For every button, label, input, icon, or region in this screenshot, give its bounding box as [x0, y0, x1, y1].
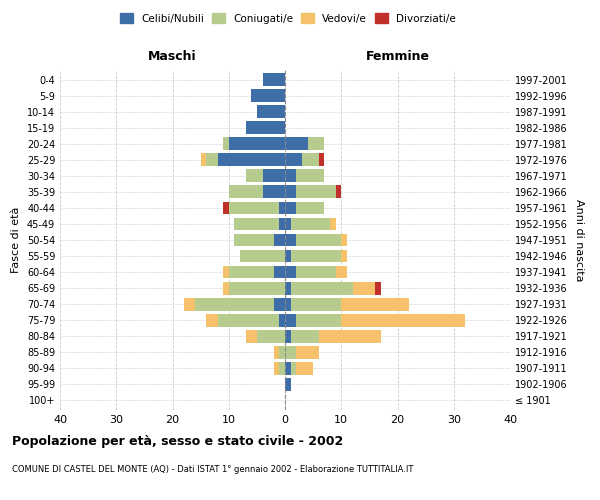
- Bar: [296, 170, 325, 182]
- Bar: [245, 330, 257, 342]
- Bar: [296, 346, 319, 358]
- Bar: [285, 330, 290, 342]
- Text: COMUNE DI CASTEL DEL MONTE (AQ) - Dati ISTAT 1° gennaio 2002 - Elaborazione TUTT: COMUNE DI CASTEL DEL MONTE (AQ) - Dati I…: [12, 465, 413, 474]
- Bar: [290, 218, 330, 230]
- Bar: [285, 170, 296, 182]
- Bar: [375, 282, 380, 294]
- Text: Maschi: Maschi: [148, 50, 197, 63]
- Bar: [229, 138, 285, 150]
- Bar: [245, 170, 263, 182]
- Bar: [223, 266, 229, 278]
- Bar: [285, 138, 308, 150]
- Bar: [285, 314, 296, 326]
- Bar: [285, 378, 290, 391]
- Bar: [296, 266, 335, 278]
- Bar: [296, 234, 341, 246]
- Bar: [319, 330, 380, 342]
- Bar: [251, 89, 285, 102]
- Bar: [200, 154, 206, 166]
- Bar: [235, 218, 280, 230]
- Bar: [223, 202, 229, 214]
- Bar: [285, 234, 296, 246]
- Bar: [263, 170, 285, 182]
- Bar: [285, 154, 302, 166]
- Text: Femmine: Femmine: [365, 50, 430, 63]
- Bar: [290, 250, 341, 262]
- Bar: [285, 186, 296, 198]
- Bar: [223, 138, 229, 150]
- Bar: [290, 362, 296, 374]
- Bar: [296, 362, 313, 374]
- Bar: [257, 330, 285, 342]
- Bar: [229, 186, 263, 198]
- Bar: [195, 298, 274, 310]
- Bar: [341, 250, 347, 262]
- Bar: [330, 218, 335, 230]
- Bar: [341, 298, 409, 310]
- Bar: [274, 346, 280, 358]
- Y-axis label: Fasce di età: Fasce di età: [11, 207, 21, 273]
- Bar: [223, 282, 229, 294]
- Bar: [302, 154, 319, 166]
- Bar: [206, 314, 218, 326]
- Bar: [353, 282, 375, 294]
- Bar: [245, 122, 285, 134]
- Bar: [280, 314, 285, 326]
- Bar: [285, 298, 290, 310]
- Bar: [280, 218, 285, 230]
- Bar: [335, 186, 341, 198]
- Bar: [235, 234, 274, 246]
- Bar: [290, 282, 353, 294]
- Bar: [308, 138, 325, 150]
- Bar: [290, 298, 341, 310]
- Bar: [274, 266, 285, 278]
- Bar: [296, 186, 335, 198]
- Bar: [240, 250, 285, 262]
- Bar: [335, 266, 347, 278]
- Bar: [184, 298, 195, 310]
- Bar: [263, 73, 285, 86]
- Y-axis label: Anni di nascita: Anni di nascita: [574, 198, 584, 281]
- Bar: [285, 202, 296, 214]
- Bar: [274, 362, 280, 374]
- Bar: [280, 202, 285, 214]
- Bar: [206, 154, 218, 166]
- Bar: [257, 106, 285, 118]
- Bar: [285, 218, 290, 230]
- Bar: [229, 202, 280, 214]
- Bar: [341, 314, 465, 326]
- Bar: [218, 154, 285, 166]
- Bar: [319, 154, 325, 166]
- Bar: [218, 314, 280, 326]
- Bar: [280, 362, 285, 374]
- Bar: [296, 314, 341, 326]
- Bar: [263, 186, 285, 198]
- Bar: [274, 298, 285, 310]
- Bar: [229, 266, 274, 278]
- Bar: [274, 234, 285, 246]
- Bar: [296, 202, 325, 214]
- Bar: [285, 266, 296, 278]
- Bar: [285, 362, 290, 374]
- Text: Popolazione per età, sesso e stato civile - 2002: Popolazione per età, sesso e stato civil…: [12, 435, 343, 448]
- Bar: [341, 234, 347, 246]
- Bar: [285, 282, 290, 294]
- Bar: [285, 250, 290, 262]
- Bar: [290, 330, 319, 342]
- Legend: Celibi/Nubili, Coniugati/e, Vedovi/e, Divorziati/e: Celibi/Nubili, Coniugati/e, Vedovi/e, Di…: [117, 10, 459, 26]
- Bar: [280, 346, 285, 358]
- Bar: [229, 282, 285, 294]
- Bar: [285, 346, 296, 358]
